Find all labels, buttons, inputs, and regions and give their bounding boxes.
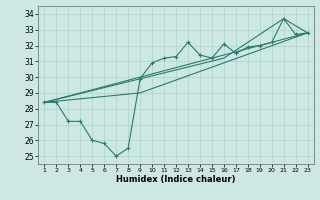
X-axis label: Humidex (Indice chaleur): Humidex (Indice chaleur): [116, 175, 236, 184]
